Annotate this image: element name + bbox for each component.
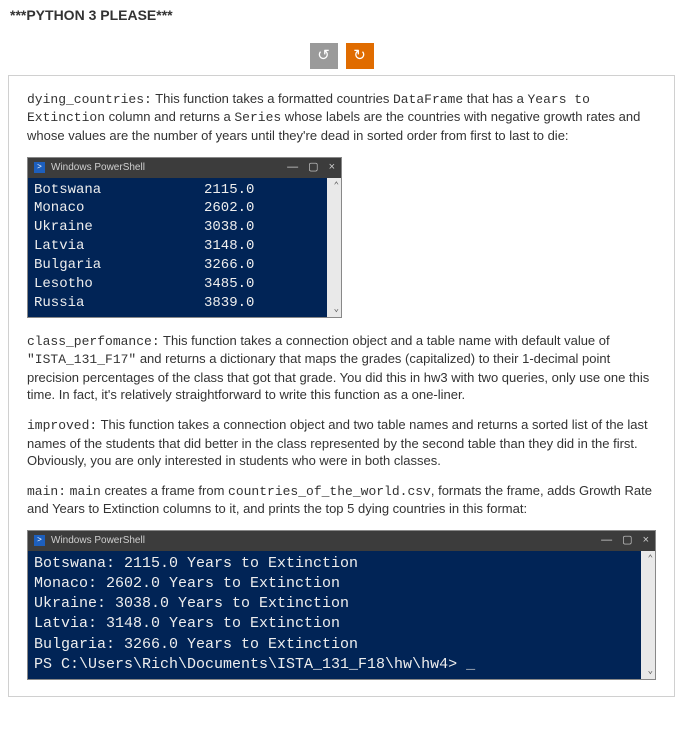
output-line: Latvia: 3148.0 Years to Extinction xyxy=(34,614,635,634)
country-cell: Monaco xyxy=(34,199,204,218)
terminal-small: > Windows PowerShell — ▢ × ⌄ Botswana211… xyxy=(27,157,342,318)
text: This function takes a connection object … xyxy=(160,333,610,348)
code: main xyxy=(70,484,101,499)
terminal-wide: > Windows PowerShell — ▢ × ⌄ Botswana: 2… xyxy=(27,530,656,681)
terminal-title: Windows PowerShell xyxy=(51,534,145,548)
value-cell: 2115.0 xyxy=(204,181,254,200)
fn-name: improved: xyxy=(27,418,97,433)
page-title: ***PYTHON 3 PLEASE*** xyxy=(10,6,675,25)
terminal-title: Windows PowerShell xyxy=(51,161,145,175)
output-line: Monaco: 2602.0 Years to Extinction xyxy=(34,574,635,594)
table-row: Bulgaria3266.0 xyxy=(34,256,321,275)
terminal-titlebar: > Windows PowerShell — ▢ × xyxy=(28,158,341,178)
fn-name: dying_countries: xyxy=(27,92,152,107)
value-cell: 2602.0 xyxy=(204,199,254,218)
table-row: Latvia3148.0 xyxy=(34,237,321,256)
table-row: Russia3839.0 xyxy=(34,294,321,313)
code: countries_of_the_world.csv xyxy=(228,484,431,499)
country-cell: Botswana xyxy=(34,181,204,200)
run-icon: ↻ xyxy=(353,46,366,66)
action-button-row: ↺ ↻ xyxy=(8,43,675,69)
para-improved: improved: This function takes a connecti… xyxy=(27,416,656,470)
reset-button[interactable]: ↺ xyxy=(310,43,338,69)
prompt-text: PS C:\Users\Rich\Documents\ISTA_131_F18\… xyxy=(34,656,466,673)
table-row: Lesotho3485.0 xyxy=(34,275,321,294)
window-close-icon[interactable]: × xyxy=(329,160,335,175)
country-cell: Lesotho xyxy=(34,275,204,294)
run-button[interactable]: ↻ xyxy=(346,43,374,69)
window-maximize-icon[interactable]: ▢ xyxy=(308,160,318,175)
reset-icon: ↺ xyxy=(317,46,330,66)
text: that has a xyxy=(463,91,527,106)
powershell-icon: > xyxy=(34,535,45,546)
code: "ISTA_131_F17" xyxy=(27,352,136,367)
powershell-icon: > xyxy=(34,162,45,173)
text: column and returns a xyxy=(105,109,234,124)
terminal-body: ⌄ Botswana2115.0 Monaco2602.0 Ukraine303… xyxy=(28,178,341,317)
para-main: main: main creates a frame from countrie… xyxy=(27,482,656,518)
output-line: Bulgaria: 3266.0 Years to Extinction xyxy=(34,635,635,655)
window-maximize-icon[interactable]: ▢ xyxy=(622,533,632,548)
prompt-line: PS C:\Users\Rich\Documents\ISTA_131_F18\… xyxy=(34,655,635,675)
code: Series xyxy=(234,110,281,125)
text: creates a frame from xyxy=(101,483,228,498)
para-class-performance: class_perfomance: This function takes a … xyxy=(27,332,656,404)
terminal-titlebar: > Windows PowerShell — ▢ × xyxy=(28,531,655,551)
value-cell: 3485.0 xyxy=(204,275,254,294)
content-panel: dying_countries: This function takes a f… xyxy=(8,75,675,697)
text: This function takes a formatted countrie… xyxy=(152,91,393,106)
code: DataFrame xyxy=(393,92,463,107)
fn-name: class_perfomance: xyxy=(27,334,160,349)
text: This function takes a connection object … xyxy=(27,417,648,468)
country-cell: Bulgaria xyxy=(34,256,204,275)
para-dying-countries: dying_countries: This function takes a f… xyxy=(27,90,656,145)
output-line: Botswana: 2115.0 Years to Extinction xyxy=(34,554,635,574)
table-row: Ukraine3038.0 xyxy=(34,218,321,237)
value-cell: 3148.0 xyxy=(204,237,254,256)
window-minimize-icon[interactable]: — xyxy=(601,533,612,548)
cursor: _ xyxy=(466,656,475,673)
value-cell: 3266.0 xyxy=(204,256,254,275)
value-cell: 3038.0 xyxy=(204,218,254,237)
table-row: Monaco2602.0 xyxy=(34,199,321,218)
country-cell: Russia xyxy=(34,294,204,313)
table-row: Botswana2115.0 xyxy=(34,181,321,200)
fn-name: main: xyxy=(27,484,66,499)
terminal-body: ⌄ Botswana: 2115.0 Years to Extinction M… xyxy=(28,551,655,680)
window-minimize-icon[interactable]: — xyxy=(287,160,298,175)
window-close-icon[interactable]: × xyxy=(643,533,649,548)
output-line: Ukraine: 3038.0 Years to Extinction xyxy=(34,594,635,614)
country-cell: Ukraine xyxy=(34,218,204,237)
country-cell: Latvia xyxy=(34,237,204,256)
value-cell: 3839.0 xyxy=(204,294,254,313)
